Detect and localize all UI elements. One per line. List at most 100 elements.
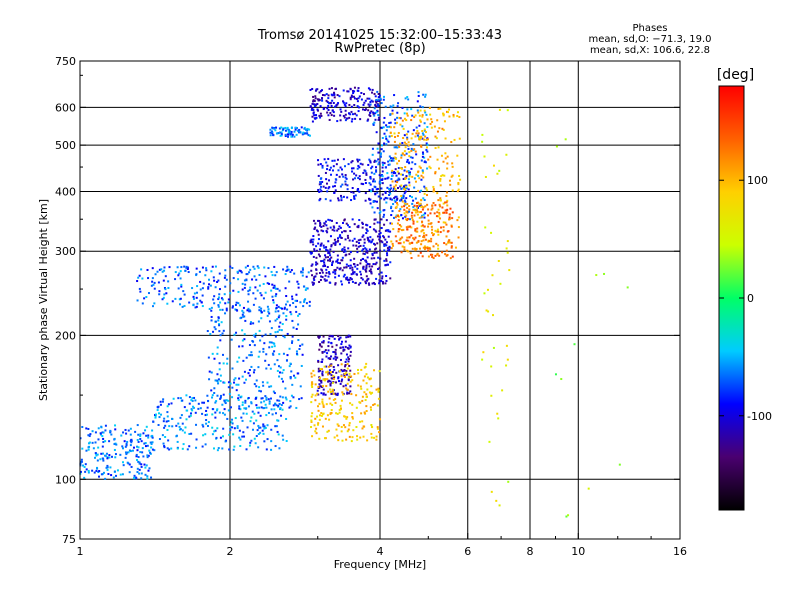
- data-point: [151, 280, 154, 283]
- data-point: [264, 395, 267, 398]
- data-point: [345, 266, 348, 269]
- data-point: [128, 463, 131, 466]
- data-point: [369, 160, 372, 163]
- data-point: [284, 387, 287, 390]
- data-point: [403, 112, 406, 115]
- data-point: [419, 202, 422, 205]
- data-point: [289, 304, 292, 307]
- data-point: [431, 120, 434, 123]
- data-point: [332, 365, 335, 368]
- data-point: [451, 165, 454, 168]
- data-point: [347, 378, 350, 381]
- data-point: [281, 396, 284, 399]
- data-point: [292, 396, 295, 399]
- data-point: [341, 256, 344, 259]
- data-point: [199, 407, 202, 410]
- data-point: [333, 238, 336, 241]
- data-point: [353, 372, 356, 375]
- data-point: [372, 178, 375, 181]
- data-point: [114, 428, 117, 431]
- data-point: [393, 140, 396, 143]
- data-point: [324, 186, 327, 189]
- data-point: [415, 202, 418, 205]
- data-point: [349, 229, 352, 232]
- data-point: [243, 333, 246, 336]
- data-point: [444, 157, 447, 160]
- data-point: [339, 358, 342, 361]
- data-point: [105, 455, 108, 458]
- data-point: [408, 151, 411, 154]
- data-point: [324, 274, 327, 277]
- data-point: [380, 144, 383, 147]
- data-point: [363, 101, 366, 104]
- data-point: [555, 145, 558, 148]
- data-point: [240, 416, 243, 419]
- data-point: [326, 352, 329, 355]
- data-point: [344, 345, 347, 348]
- data-point: [211, 408, 214, 411]
- data-point: [233, 333, 236, 336]
- data-point: [347, 428, 350, 431]
- data-point: [328, 418, 331, 421]
- data-point: [380, 102, 383, 105]
- data-point: [430, 240, 433, 243]
- data-point: [84, 470, 87, 473]
- data-point: [398, 116, 401, 119]
- data-point: [380, 218, 383, 221]
- data-point: [113, 470, 116, 473]
- data-point: [179, 270, 182, 273]
- data-point: [145, 425, 148, 428]
- data-point: [303, 300, 306, 303]
- data-point: [82, 464, 85, 467]
- data-point: [339, 119, 342, 122]
- data-point: [232, 277, 235, 280]
- data-point: [320, 345, 323, 348]
- data-point: [426, 203, 429, 206]
- data-point: [417, 91, 420, 94]
- data-point: [294, 305, 297, 308]
- data-point: [317, 336, 320, 339]
- data-point: [434, 172, 437, 175]
- data-point: [366, 262, 369, 265]
- data-point: [340, 110, 343, 113]
- data-point: [248, 344, 251, 347]
- data-point: [210, 309, 213, 312]
- data-point: [243, 286, 246, 289]
- data-point: [135, 453, 138, 456]
- data-point: [369, 103, 372, 106]
- data-point: [375, 200, 378, 203]
- data-point: [421, 208, 424, 211]
- data-point: [356, 158, 359, 161]
- data-point: [367, 87, 370, 90]
- data-point: [350, 191, 353, 194]
- data-point: [409, 252, 412, 255]
- data-point: [228, 392, 231, 395]
- data-point: [453, 138, 456, 141]
- data-point: [238, 429, 241, 432]
- data-point: [332, 377, 335, 380]
- data-point: [275, 307, 278, 310]
- data-point: [361, 108, 364, 111]
- data-point: [219, 436, 222, 439]
- data-point: [192, 295, 195, 298]
- data-point: [227, 409, 230, 412]
- data-point: [338, 380, 341, 383]
- data-point: [108, 440, 111, 443]
- data-point: [325, 99, 328, 102]
- data-point: [332, 165, 335, 168]
- data-point: [223, 399, 226, 402]
- data-point: [224, 274, 227, 277]
- data-point: [204, 414, 207, 417]
- data-point: [181, 429, 184, 432]
- data-point: [202, 282, 205, 285]
- data-point: [170, 417, 173, 420]
- data-point: [373, 369, 376, 372]
- data-point: [411, 132, 414, 135]
- data-point: [295, 310, 298, 313]
- data-point: [252, 292, 255, 295]
- data-point: [301, 343, 304, 346]
- data-point: [325, 93, 328, 96]
- data-point: [419, 144, 422, 147]
- data-point: [365, 382, 368, 385]
- data-point: [314, 417, 317, 420]
